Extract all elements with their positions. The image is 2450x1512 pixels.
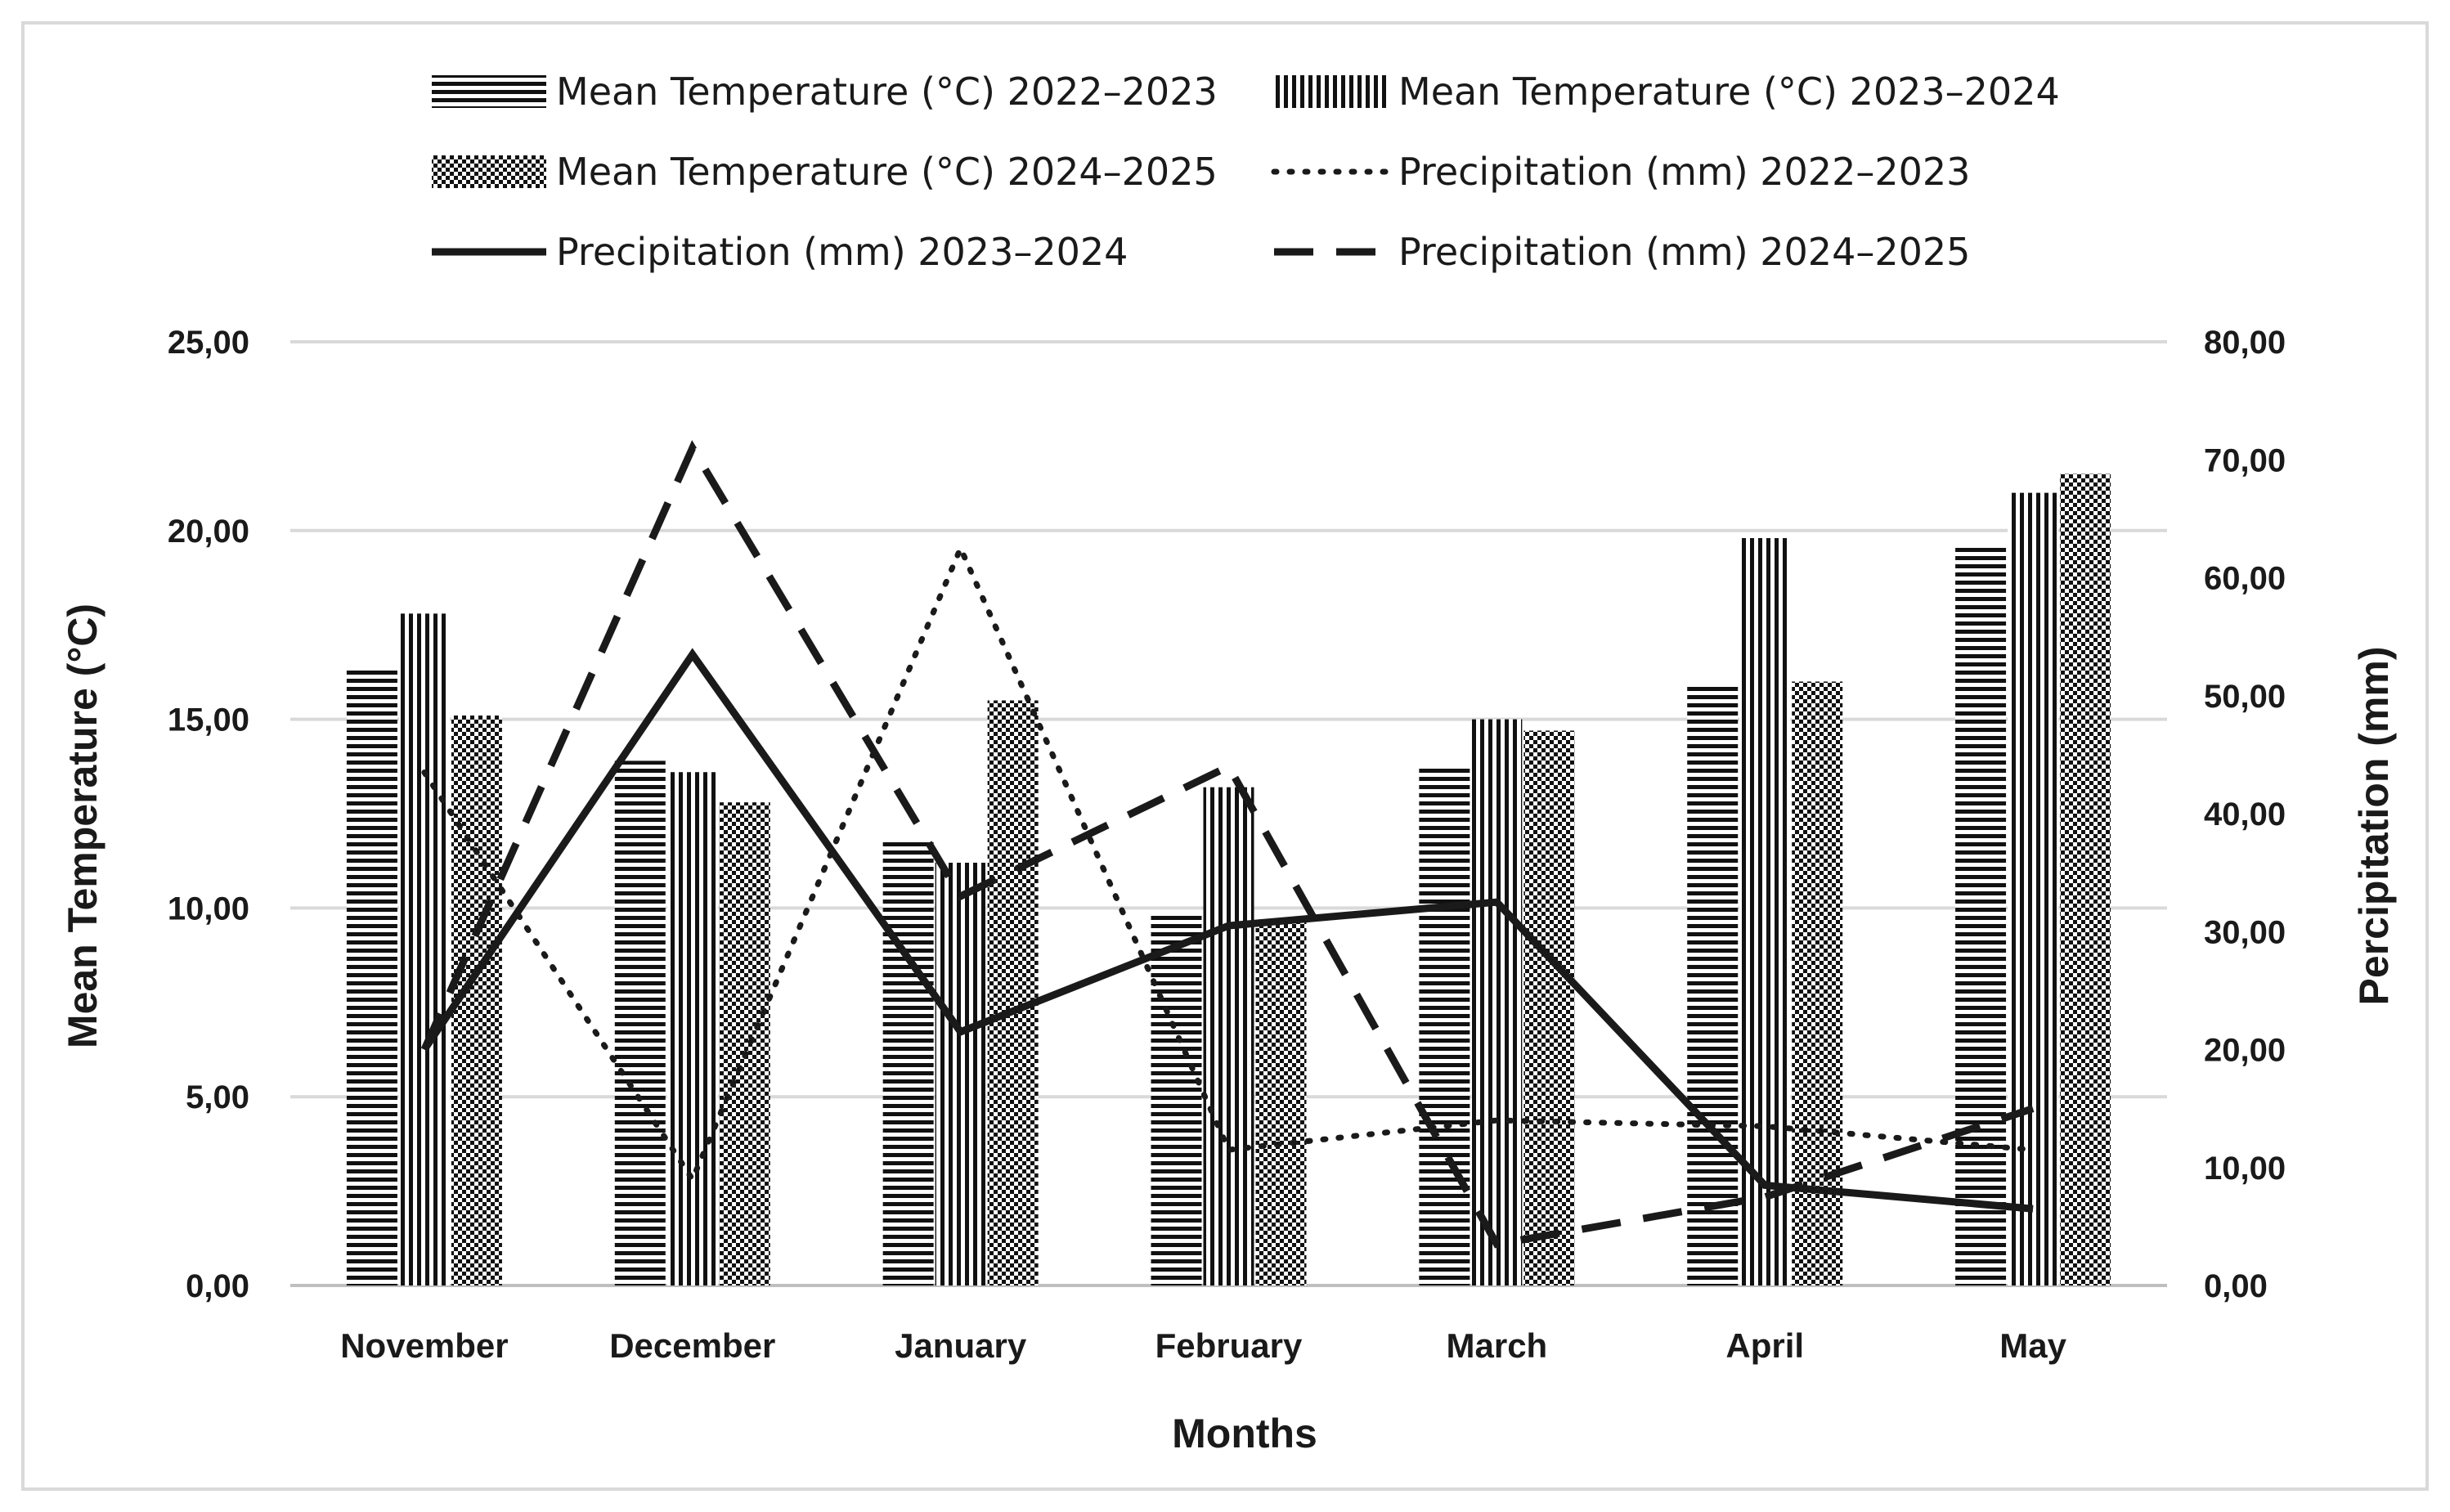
- bar-horizontal-april: [1687, 685, 1739, 1285]
- x-category-label: February: [1155, 1326, 1303, 1365]
- bar-horizontal-november: [346, 670, 397, 1285]
- y-left-tick-label: 10,00: [168, 891, 249, 926]
- x-category-label: April: [1725, 1326, 1804, 1365]
- y-right-tick-label: 40,00: [2204, 796, 2286, 832]
- bar-vertical-november: [398, 613, 450, 1285]
- y-right-tick-label: 30,00: [2204, 914, 2286, 950]
- bar-checker-february: [1255, 919, 1307, 1285]
- x-category-label: May: [1999, 1326, 2066, 1365]
- y-left-tick-label: 0,00: [186, 1268, 249, 1304]
- y-right-tick-label: 80,00: [2204, 325, 2286, 361]
- legend-swatch-checker: [432, 155, 546, 188]
- bar-vertical-march: [1471, 719, 1523, 1285]
- bar-vertical-january: [935, 863, 986, 1285]
- y-left-tick-label: 15,00: [168, 702, 249, 738]
- bar-vertical-december: [666, 772, 718, 1285]
- bar-horizontal-may: [1955, 545, 2007, 1285]
- legend-label: Precipitation (mm) 2024–2025: [1398, 230, 1970, 274]
- y-left-tick-label: 25,00: [168, 325, 249, 361]
- y-right-tick-label: 70,00: [2204, 442, 2286, 478]
- y-left-tick-label: 20,00: [168, 514, 249, 550]
- category-labels: November December January February March Apri…: [340, 1326, 2066, 1365]
- bar-vertical-february: [1203, 787, 1254, 1285]
- bar-checker-march: [1523, 730, 1575, 1285]
- bar-horizontal-february: [1151, 915, 1202, 1285]
- bars: [346, 473, 2111, 1285]
- line-dashed: [420, 440, 2035, 1249]
- bar-horizontal-december: [614, 760, 666, 1285]
- x-category-label: March: [1447, 1326, 1548, 1365]
- legend-label: Precipitation (mm) 2022–2023: [1398, 150, 1970, 194]
- precipitation-lines: [420, 440, 2036, 1249]
- bar-checker-january: [987, 700, 1039, 1285]
- y-right-tick-label: 10,00: [2204, 1151, 2286, 1187]
- bar-checker-december: [719, 802, 770, 1285]
- x-axis-title: Months: [1172, 1411, 1317, 1456]
- bar-horizontal-january: [882, 840, 934, 1285]
- y-right-tick-label: 20,00: [2204, 1033, 2286, 1069]
- y-right-tick-label: 50,00: [2204, 679, 2286, 715]
- x-category-label: December: [609, 1326, 775, 1365]
- y-right-tick-label: 60,00: [2204, 561, 2286, 597]
- legend-label: Mean Temperature (°C) 2022–2023: [556, 70, 1218, 114]
- line-dotted: [421, 541, 2036, 1186]
- y-left-tick-label: 5,00: [186, 1079, 249, 1115]
- right-axis-ticks: 0,00 10,00 20,00 30,00 40,00 50,00 60,00 70,00 8…: [2204, 325, 2286, 1304]
- line-solid: [421, 648, 2034, 1213]
- bar-vertical-april: [1739, 538, 1791, 1285]
- legend: Mean Temperature (°C) 2022–2023 Mean Temp…: [432, 70, 2060, 274]
- legend-swatch-horizontal: [432, 75, 546, 108]
- x-category-label: January: [895, 1326, 1027, 1365]
- y-right-tick-label: 0,00: [2204, 1268, 2268, 1304]
- y-axis-right-title: Percipitation (mm): [2351, 647, 2397, 1006]
- bar-checker-may: [2060, 473, 2111, 1285]
- y-axis-left-title: Mean Temperature (°C): [60, 603, 105, 1048]
- legend-label: Mean Temperature (°C) 2023–2024: [1398, 70, 2060, 114]
- legend-swatch-vertical: [1274, 75, 1389, 108]
- bar-vertical-may: [2008, 492, 2059, 1285]
- gridlines: [290, 340, 2167, 1287]
- legend-label: Precipitation (mm) 2023–2024: [556, 230, 1128, 274]
- x-category-label: November: [340, 1326, 508, 1365]
- legend-label: Mean Temperature (°C) 2024–2025: [556, 150, 1218, 194]
- bar-horizontal-march: [1419, 768, 1470, 1285]
- left-axis-ticks: 0,00 5,00 10,00 15,00 20,00 25,00: [168, 325, 249, 1304]
